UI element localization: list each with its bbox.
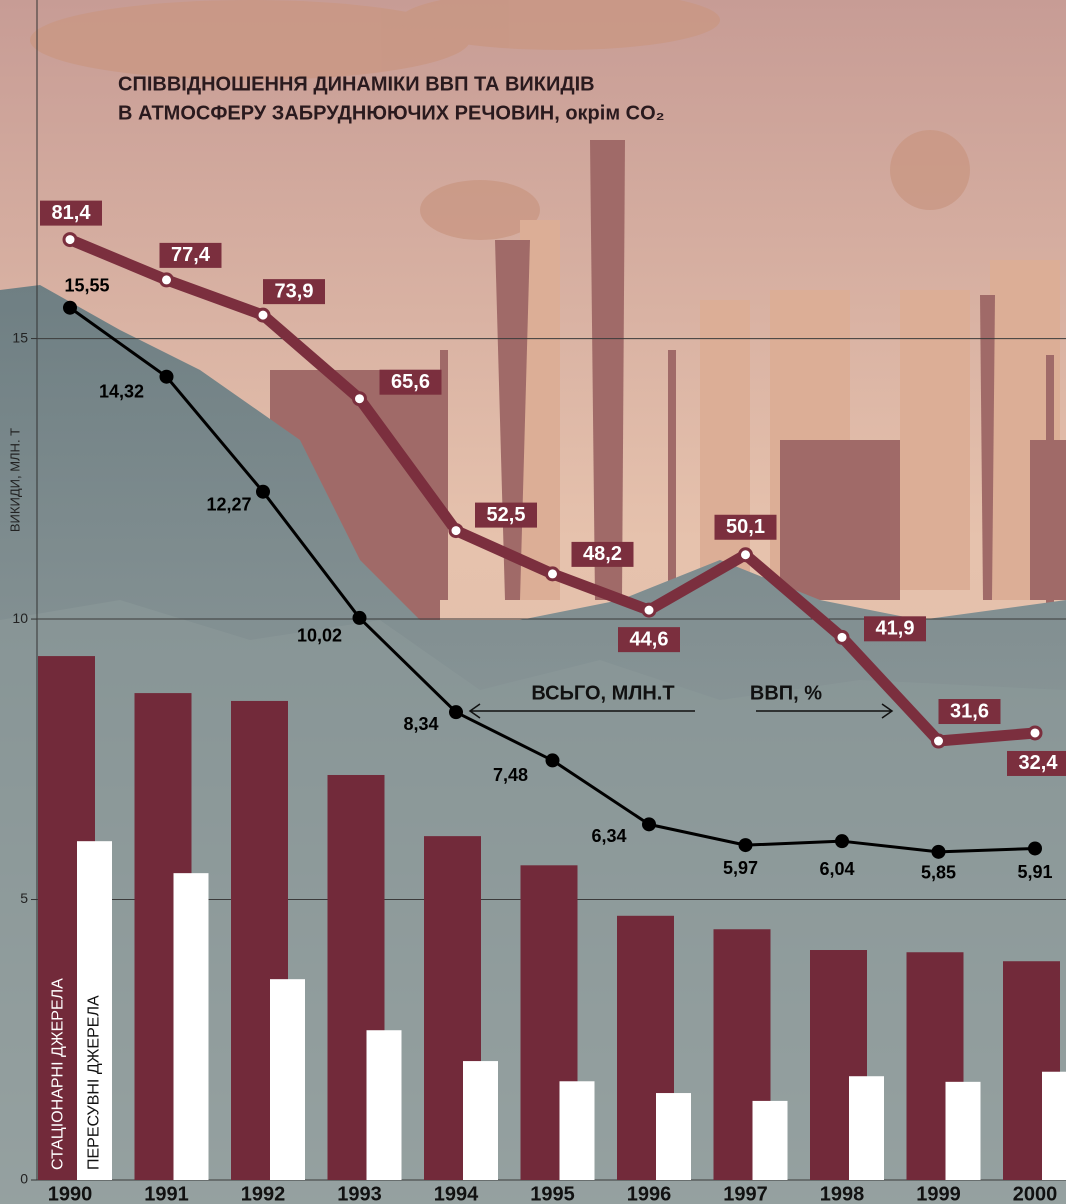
x-tick-label: 1991 — [144, 1183, 189, 1204]
point — [449, 705, 463, 720]
value-label-box — [864, 616, 926, 642]
point — [834, 629, 850, 645]
x-tick-label: 1993 — [337, 1183, 382, 1204]
bar — [945, 1081, 981, 1180]
point — [545, 566, 560, 582]
point — [931, 733, 946, 749]
bar — [463, 1061, 498, 1180]
bar — [270, 979, 305, 1180]
value-label: 10,02 — [297, 626, 342, 646]
chart-title: В АТМОСФЕРУ ЗАБРУДНЮЮЧИХ РЕЧОВИН, окрім … — [118, 102, 665, 124]
x-tick-label: 1998 — [820, 1183, 865, 1204]
value-label: 6,04 — [819, 859, 854, 879]
legend-label: СТАЦІОНАРНІ ДЖЕРЕЛА — [50, 978, 67, 1170]
point — [1027, 725, 1043, 741]
x-tick-label: 1997 — [723, 1183, 768, 1204]
bar — [173, 873, 209, 1180]
value-label: 6,34 — [591, 826, 626, 846]
value-label-box — [40, 200, 102, 226]
value-label: 32,4 — [1019, 752, 1059, 774]
value-label: 81,4 — [52, 202, 92, 224]
point — [352, 391, 367, 407]
point — [738, 838, 753, 853]
x-tick-label: 1999 — [916, 1183, 961, 1204]
point — [159, 272, 174, 288]
bar — [752, 1100, 788, 1180]
point — [62, 232, 78, 248]
bar — [559, 1081, 595, 1180]
point — [352, 610, 367, 625]
point — [931, 844, 946, 859]
value-label: 7,48 — [493, 765, 528, 785]
value-label: 5,97 — [723, 858, 758, 878]
x-tick-label: 1990 — [48, 1183, 93, 1204]
chart-title: СПІВВІДНОШЕННЯ ДИНАМІКИ ВВП ТА ВИКИДІВ — [118, 73, 595, 95]
point — [835, 834, 849, 849]
point — [641, 602, 657, 618]
x-tick-label: 2000 — [1013, 1183, 1058, 1204]
y-tick-label: 10 — [12, 610, 28, 626]
value-label-box — [571, 541, 634, 567]
value-label-box — [938, 699, 1001, 725]
x-tick-label: 1994 — [434, 1183, 479, 1204]
line-annotation: ВВП, % — [750, 682, 822, 704]
y-tick-label: 15 — [12, 329, 28, 345]
legend-label: ПЕРЕСУВНІ ДЖЕРЕЛА — [86, 995, 103, 1170]
value-label: 12,27 — [206, 494, 251, 514]
bar — [366, 1030, 402, 1180]
point — [1028, 841, 1042, 856]
value-label-box — [379, 369, 442, 395]
point — [159, 369, 174, 384]
y-tick-label: 0 — [20, 1171, 28, 1187]
value-label-box — [618, 627, 680, 653]
value-label: 5,91 — [1017, 862, 1052, 882]
y-axis-label: ВИКИДИ, МЛН. Т — [7, 428, 22, 532]
x-tick-label: 1996 — [627, 1183, 672, 1204]
value-label: 73,9 — [275, 280, 314, 302]
value-label-box — [263, 279, 325, 305]
value-label: 44,6 — [630, 628, 669, 650]
point — [448, 523, 464, 539]
annotation-arrow — [756, 703, 894, 719]
value-label: 41,9 — [876, 618, 915, 640]
point — [256, 484, 270, 499]
point — [738, 547, 753, 563]
point — [545, 753, 560, 768]
bar — [1042, 1071, 1066, 1180]
value-label: 14,32 — [99, 381, 144, 401]
value-label: 15,55 — [64, 275, 109, 295]
value-label: 50,1 — [726, 516, 765, 538]
y-tick-label: 5 — [20, 890, 28, 906]
x-tick-label: 1995 — [530, 1183, 575, 1204]
value-label: 5,85 — [921, 863, 956, 883]
value-label-box — [159, 242, 222, 268]
bar — [849, 1076, 884, 1180]
value-label: 65,6 — [391, 371, 430, 393]
value-label: 48,2 — [583, 543, 622, 565]
bar — [656, 1093, 691, 1180]
bar — [77, 841, 112, 1180]
point — [63, 300, 77, 315]
value-label: 77,4 — [171, 244, 211, 266]
point — [642, 817, 656, 832]
value-label: 8,34 — [403, 714, 438, 734]
x-tick-label: 1992 — [241, 1183, 286, 1204]
value-label-box — [1007, 750, 1066, 776]
value-label-box — [475, 502, 537, 528]
line-annotation: ВСЬГО, МЛН.Т — [531, 682, 674, 704]
annotation-arrow — [468, 703, 695, 719]
value-label: 52,5 — [487, 504, 526, 526]
value-label-box — [714, 514, 777, 540]
value-label: 31,6 — [950, 700, 989, 722]
point — [255, 307, 271, 323]
